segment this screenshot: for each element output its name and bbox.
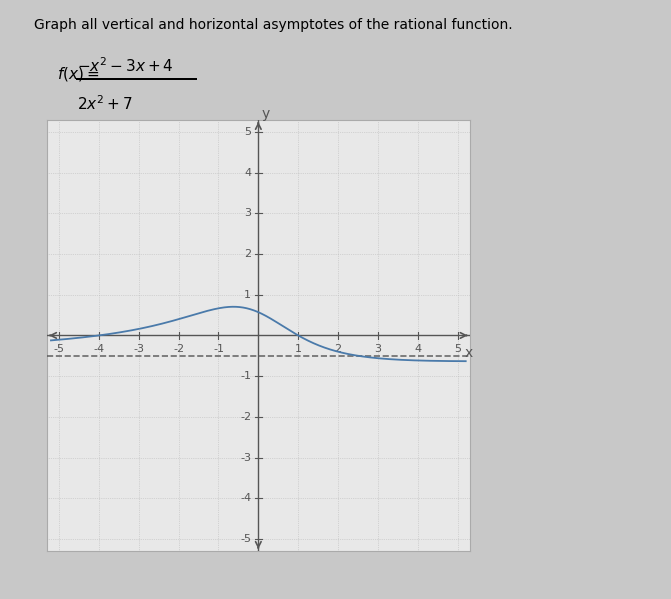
Text: 1: 1 [244, 290, 251, 300]
Text: 5: 5 [244, 127, 251, 137]
Text: -2: -2 [240, 412, 251, 422]
Text: -2: -2 [173, 344, 184, 355]
Text: 3: 3 [244, 208, 251, 219]
Text: -3: -3 [134, 344, 144, 355]
Text: 5: 5 [454, 344, 461, 355]
Text: -4: -4 [240, 493, 251, 503]
Text: x: x [465, 346, 473, 359]
Text: -5: -5 [240, 534, 251, 544]
Text: y: y [262, 107, 270, 120]
Text: -4: -4 [93, 344, 105, 355]
Text: 2: 2 [244, 249, 251, 259]
Text: 4: 4 [414, 344, 421, 355]
Text: -1: -1 [240, 371, 251, 381]
Text: 4: 4 [244, 168, 251, 178]
Text: 3: 3 [374, 344, 382, 355]
Text: -3: -3 [240, 452, 251, 462]
Text: -1: -1 [213, 344, 224, 355]
Text: $2x^2+7$: $2x^2+7$ [77, 95, 133, 113]
Text: $f(x)=$: $f(x)=$ [57, 65, 99, 83]
Text: Graph all vertical and horizontal asymptotes of the rational function.: Graph all vertical and horizontal asympt… [34, 18, 512, 32]
Text: $-x^2-3x+4$: $-x^2-3x+4$ [77, 56, 174, 75]
Text: -5: -5 [54, 344, 64, 355]
Text: 1: 1 [295, 344, 302, 355]
Text: 2: 2 [335, 344, 342, 355]
